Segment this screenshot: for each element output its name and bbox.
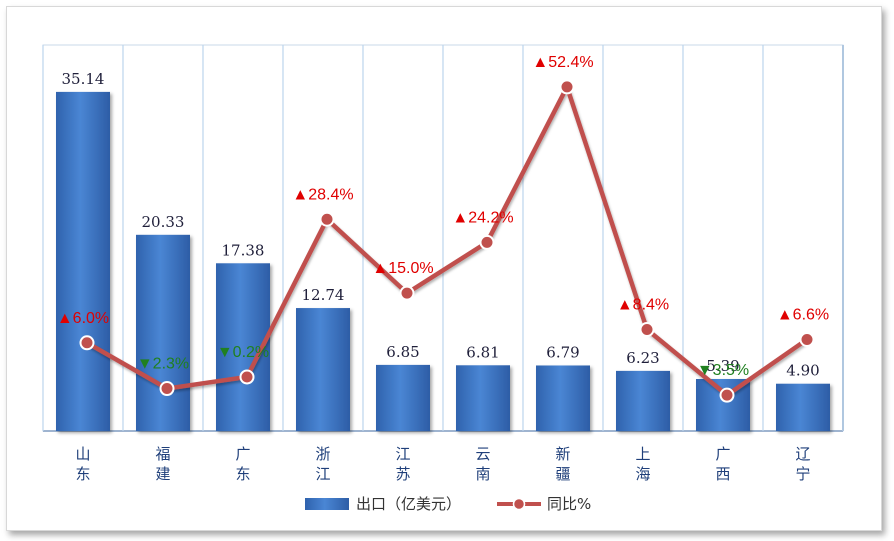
category-label: 西 — [715, 465, 730, 483]
legend-bar-label: 出口（亿美元） — [356, 495, 461, 513]
line-value-label: ▲52.4% — [532, 54, 593, 71]
line-point — [159, 381, 175, 397]
bar — [536, 365, 590, 431]
line-value-labels: ▲6.0% ▼2.3% ▼0.2% ▲28.4% ▲15.0% ▲24.2% ▲52.4% ▲… — [57, 54, 829, 379]
legend: 出口（亿美元） 同比% — [305, 495, 591, 513]
category-label: 江 — [315, 465, 330, 483]
line-value-label: ▲8.4% — [617, 297, 669, 314]
bar-value-label: 5.39 — [706, 357, 739, 375]
line-point — [799, 331, 815, 347]
line-point — [319, 211, 335, 227]
line-series — [79, 79, 815, 403]
category-label: 山 — [75, 445, 90, 463]
category-label: 浙 — [315, 445, 330, 463]
bar-value-label: 4.90 — [786, 362, 819, 380]
bar — [56, 91, 110, 432]
line-value-label: ▲15.0% — [372, 260, 433, 277]
bar-value-label: 35.14 — [62, 70, 105, 88]
bar-value-label: 6.81 — [466, 343, 499, 361]
bar-value-label: 20.33 — [142, 213, 185, 231]
line-value-label: ▼2.3% — [137, 356, 189, 373]
category-label: 东 — [235, 465, 250, 483]
bar — [376, 364, 430, 431]
bar-value-labels: 35.14 20.33 17.38 12.74 6.85 6.81 6.79 6.23 5.39… — [62, 70, 820, 380]
chart-frame: 35.14 20.33 17.38 12.74 6.85 6.81 6.79 6.23 5.39… — [6, 6, 882, 531]
bar-value-label: 6.23 — [626, 349, 659, 367]
category-label: 东 — [75, 465, 90, 483]
line-point — [79, 335, 95, 351]
line-value-label: ▲28.4% — [292, 186, 353, 203]
line-value-label: ▼0.2% — [217, 344, 269, 361]
bar — [776, 383, 830, 431]
legend-line-label: 同比% — [547, 495, 591, 513]
line-point — [719, 387, 735, 403]
category-label: 苏 — [395, 465, 410, 483]
category-label: 宁 — [795, 465, 810, 483]
line-point — [239, 369, 255, 385]
category-label: 云 — [475, 445, 490, 463]
line-point — [399, 285, 415, 301]
category-label: 上 — [635, 445, 650, 463]
category-label: 新 — [555, 445, 570, 463]
line-value-label: ▲6.6% — [777, 306, 829, 323]
line-value-label: ▲6.0% — [57, 310, 109, 327]
category-label: 福 — [155, 445, 170, 463]
line-value-label: ▼3.5% — [697, 362, 749, 379]
bar — [136, 234, 190, 431]
category-label: 广 — [235, 445, 250, 463]
bar-value-label: 17.38 — [222, 241, 265, 259]
category-label: 辽 — [795, 445, 810, 463]
bar-value-label: 6.79 — [546, 343, 579, 361]
line-point — [479, 234, 495, 250]
bar — [616, 370, 670, 431]
bar-value-label: 6.85 — [386, 343, 419, 361]
gridlines — [42, 45, 844, 431]
legend-line-marker — [512, 497, 526, 511]
category-label: 疆 — [555, 465, 570, 483]
bar — [456, 365, 510, 431]
line-point — [559, 79, 575, 95]
bar-value-label: 12.74 — [302, 286, 345, 304]
category-label: 广 — [715, 445, 730, 463]
legend-bar-swatch — [305, 498, 349, 510]
line-value-label: ▲24.2% — [452, 209, 513, 226]
bar — [296, 308, 350, 431]
category-label: 建 — [155, 465, 170, 483]
chart-svg: 35.14 20.33 17.38 12.74 6.85 6.81 6.79 6.23 5.39… — [42, 44, 844, 513]
category-label: 南 — [475, 465, 490, 483]
line-path — [85, 84, 809, 398]
category-label: 江 — [395, 445, 410, 463]
line-point — [639, 322, 655, 338]
category-label: 海 — [635, 465, 650, 483]
